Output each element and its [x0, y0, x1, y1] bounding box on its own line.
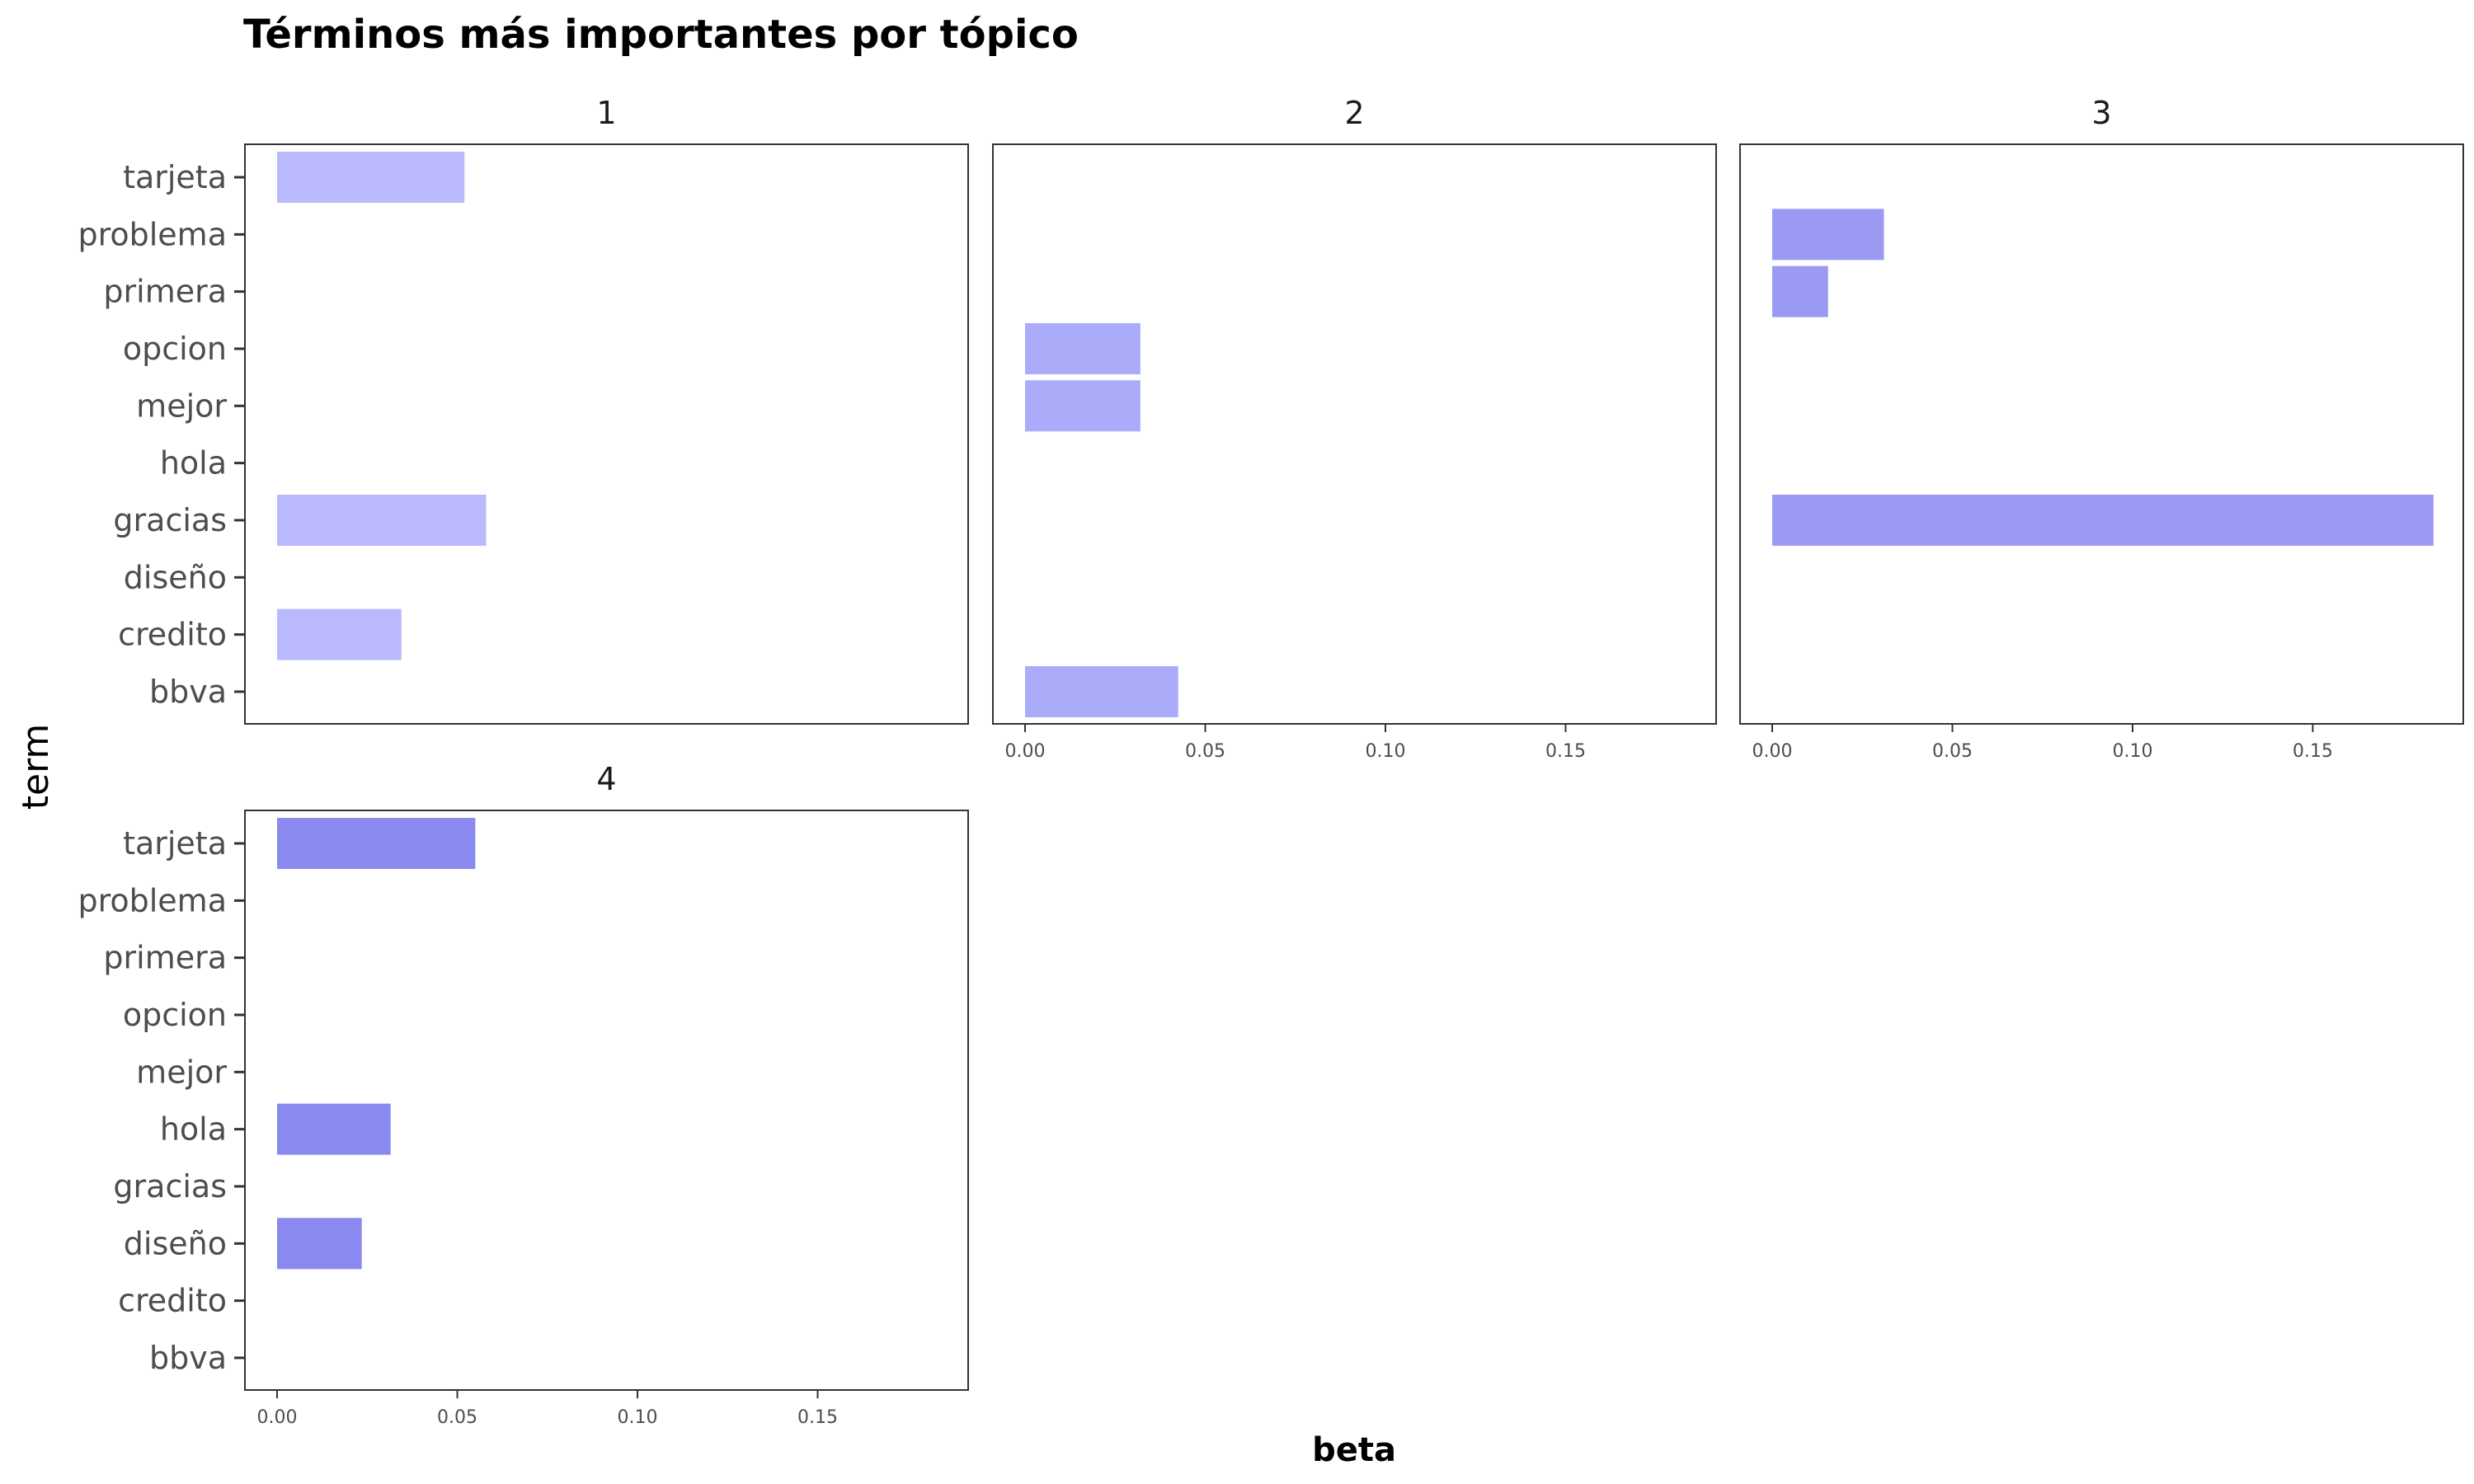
facet-panel-4: 4 tarjeta problema primera opcion mejor hola gr… — [78, 761, 969, 1428]
x-tick-label: 0.00 — [257, 1407, 298, 1428]
y-tick-label: problema — [78, 882, 227, 918]
y-tick-label: hola — [160, 1111, 227, 1148]
y-tick-label: diseño — [124, 559, 227, 595]
x-tick-label: 0.05 — [1932, 741, 1973, 762]
y-tick-label: gracias — [113, 1168, 227, 1205]
bar-mejor — [1025, 380, 1141, 432]
y-tick-label: tarjeta — [123, 159, 227, 195]
bar-opcion — [1025, 322, 1141, 374]
y-tick-label: primera — [103, 940, 227, 976]
y-tick-label: bbva — [149, 1340, 227, 1376]
x-tick-label: 0.00 — [1005, 741, 1046, 762]
y-tick-label: primera — [103, 274, 227, 310]
bar-diseño — [277, 1218, 362, 1270]
facets-layer: 1 tarjeta problema primera opcion mejor hola gr… — [78, 95, 2464, 1428]
y-tick-label: hola — [160, 445, 227, 481]
facet-panel-2: 2 0.00 0.05 0.10 0.15 — [992, 95, 1717, 762]
x-tick-label: 0.15 — [1545, 741, 1586, 762]
facet-strip-label: 3 — [2091, 95, 2111, 131]
bar-bbva — [1025, 665, 1178, 717]
bar-problema — [1772, 209, 1884, 261]
y-tick-label: credito — [118, 617, 227, 653]
x-tick-label: 0.05 — [1185, 741, 1225, 762]
y-tick-label: diseño — [124, 1225, 227, 1261]
bar-tarjeta — [277, 818, 476, 869]
bar-gracias — [277, 494, 487, 546]
x-tick-label: 0.10 — [1366, 741, 1406, 762]
x-tick-label: 0.10 — [2113, 741, 2153, 762]
x-axis-title: beta — [1312, 1431, 1396, 1469]
y-tick-label: opcion — [123, 997, 227, 1033]
facet-panel-1: 1 tarjeta problema primera opcion mejor hola gr… — [78, 95, 969, 725]
y-tick-label: tarjeta — [123, 825, 227, 862]
x-tick-label: 0.15 — [2293, 741, 2333, 762]
bar-gracias — [1772, 494, 2434, 546]
bar-hola — [277, 1103, 391, 1155]
panel-border — [992, 143, 1717, 725]
facet-strip-label: 4 — [596, 761, 616, 797]
panel-border — [1739, 143, 2464, 725]
bar-credito — [277, 608, 402, 660]
y-tick-label: credito — [118, 1283, 227, 1319]
y-tick-label: bbva — [149, 674, 227, 710]
y-tick-label: mejor — [136, 387, 227, 424]
y-axis-title: term — [15, 724, 57, 810]
facet-panel-3: 3 0.00 0.05 0.10 0.15 — [1739, 95, 2464, 762]
y-tick-label: opcion — [123, 331, 227, 367]
x-tick-label: 0.05 — [437, 1407, 477, 1428]
y-tick-label: mejor — [136, 1054, 227, 1090]
x-tick-label: 0.00 — [1752, 741, 1793, 762]
facet-strip-label: 2 — [1344, 95, 1364, 131]
bar-primera — [1772, 265, 1828, 317]
panel-border — [244, 810, 969, 1391]
facet-strip-label: 1 — [596, 95, 616, 131]
y-tick-label: problema — [78, 216, 227, 252]
chart-title: Términos más importantes por tópico — [243, 12, 1079, 58]
x-tick-label: 0.15 — [797, 1407, 838, 1428]
y-tick-label: gracias — [113, 502, 227, 538]
panel-border — [244, 143, 969, 725]
bar-tarjeta — [277, 152, 465, 203]
x-tick-label: 0.10 — [618, 1407, 658, 1428]
